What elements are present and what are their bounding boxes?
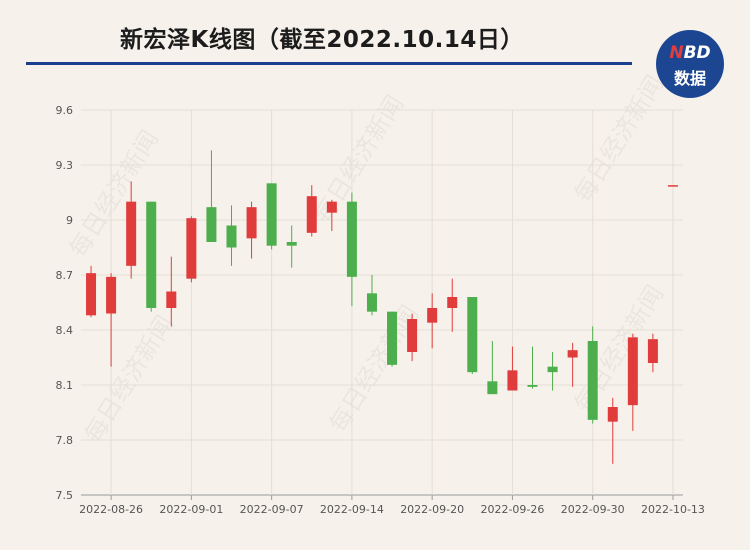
x-tick-label: 2022-09-14 <box>320 503 384 516</box>
candle <box>246 201 257 259</box>
candle-body <box>266 183 277 246</box>
candle <box>326 199 337 231</box>
y-tick-label: 8.1 <box>56 379 74 392</box>
candle <box>607 397 618 464</box>
candle <box>166 256 177 327</box>
y-tick-label: 9 <box>66 214 73 227</box>
candle <box>146 201 157 312</box>
candle <box>306 185 317 237</box>
logo-top-text: NBD <box>669 43 711 63</box>
candle <box>106 273 117 367</box>
x-tick-label: 2022-09-26 <box>480 503 544 516</box>
candle-body <box>627 337 638 406</box>
y-tick-label: 9.3 <box>56 159 74 172</box>
logo-bottom-text: 数据 <box>673 69 706 88</box>
candle <box>387 311 398 367</box>
candle-body <box>246 207 257 239</box>
candle <box>527 346 538 389</box>
candle-body <box>226 225 237 248</box>
candle <box>186 216 197 283</box>
candle-body <box>346 201 357 277</box>
candle <box>487 341 498 395</box>
x-tick-label: 2022-09-01 <box>159 503 223 516</box>
nbd-logo: NBD 数据 <box>656 30 724 98</box>
x-tick-label: 2022-09-20 <box>400 503 464 516</box>
candle-body <box>647 339 658 363</box>
candle <box>667 185 678 187</box>
candle-body <box>667 185 678 187</box>
candle-body <box>427 308 438 323</box>
candle-body <box>146 201 157 308</box>
candle-body <box>507 370 518 391</box>
candle-body <box>106 276 117 314</box>
y-tick-label: 8.7 <box>56 269 74 282</box>
candle-body <box>447 297 458 308</box>
candle-body <box>407 319 418 352</box>
candle-body <box>587 341 598 420</box>
candle <box>587 326 598 424</box>
candle-body <box>306 196 317 233</box>
candle-body <box>487 381 498 395</box>
candle <box>206 150 217 242</box>
candle-body <box>86 273 97 316</box>
candle-body <box>166 291 177 308</box>
y-tick-label: 7.5 <box>56 489 74 502</box>
candle-body <box>527 385 538 387</box>
candle-body <box>366 293 377 312</box>
candle <box>647 333 658 373</box>
candle <box>407 313 418 362</box>
x-tick-label: 2022-09-07 <box>240 503 304 516</box>
candle <box>467 297 478 374</box>
candle-body <box>547 366 558 373</box>
candle-body <box>206 207 217 242</box>
candle-body <box>467 297 478 373</box>
candle-body <box>387 311 398 365</box>
candle <box>226 205 237 266</box>
candle <box>427 293 438 349</box>
candle <box>86 265 97 318</box>
candle <box>126 181 137 279</box>
candle <box>447 278 458 332</box>
candle <box>627 333 638 431</box>
candle <box>547 352 558 391</box>
candle <box>266 183 277 250</box>
candle <box>567 342 578 387</box>
candle <box>346 192 357 307</box>
title-underline <box>26 62 632 65</box>
chart-title: 新宏泽K线图（截至2022.10.14日） <box>120 27 524 53</box>
candle-body <box>326 201 337 213</box>
candle <box>507 346 518 391</box>
y-tick-label: 8.4 <box>56 324 74 337</box>
x-tick-label: 2022-10-13 <box>641 503 705 516</box>
candle-body <box>186 218 197 279</box>
candle-body <box>567 350 578 358</box>
y-tick-label: 9.6 <box>56 104 74 117</box>
x-tick-label: 2022-08-26 <box>79 503 143 516</box>
candle-body <box>607 407 618 422</box>
candle-body <box>126 201 137 266</box>
y-tick-label: 7.8 <box>56 434 74 447</box>
candle-body <box>286 242 297 246</box>
x-tick-label: 2022-09-30 <box>561 503 625 516</box>
candle <box>286 225 297 268</box>
candle <box>366 275 377 316</box>
